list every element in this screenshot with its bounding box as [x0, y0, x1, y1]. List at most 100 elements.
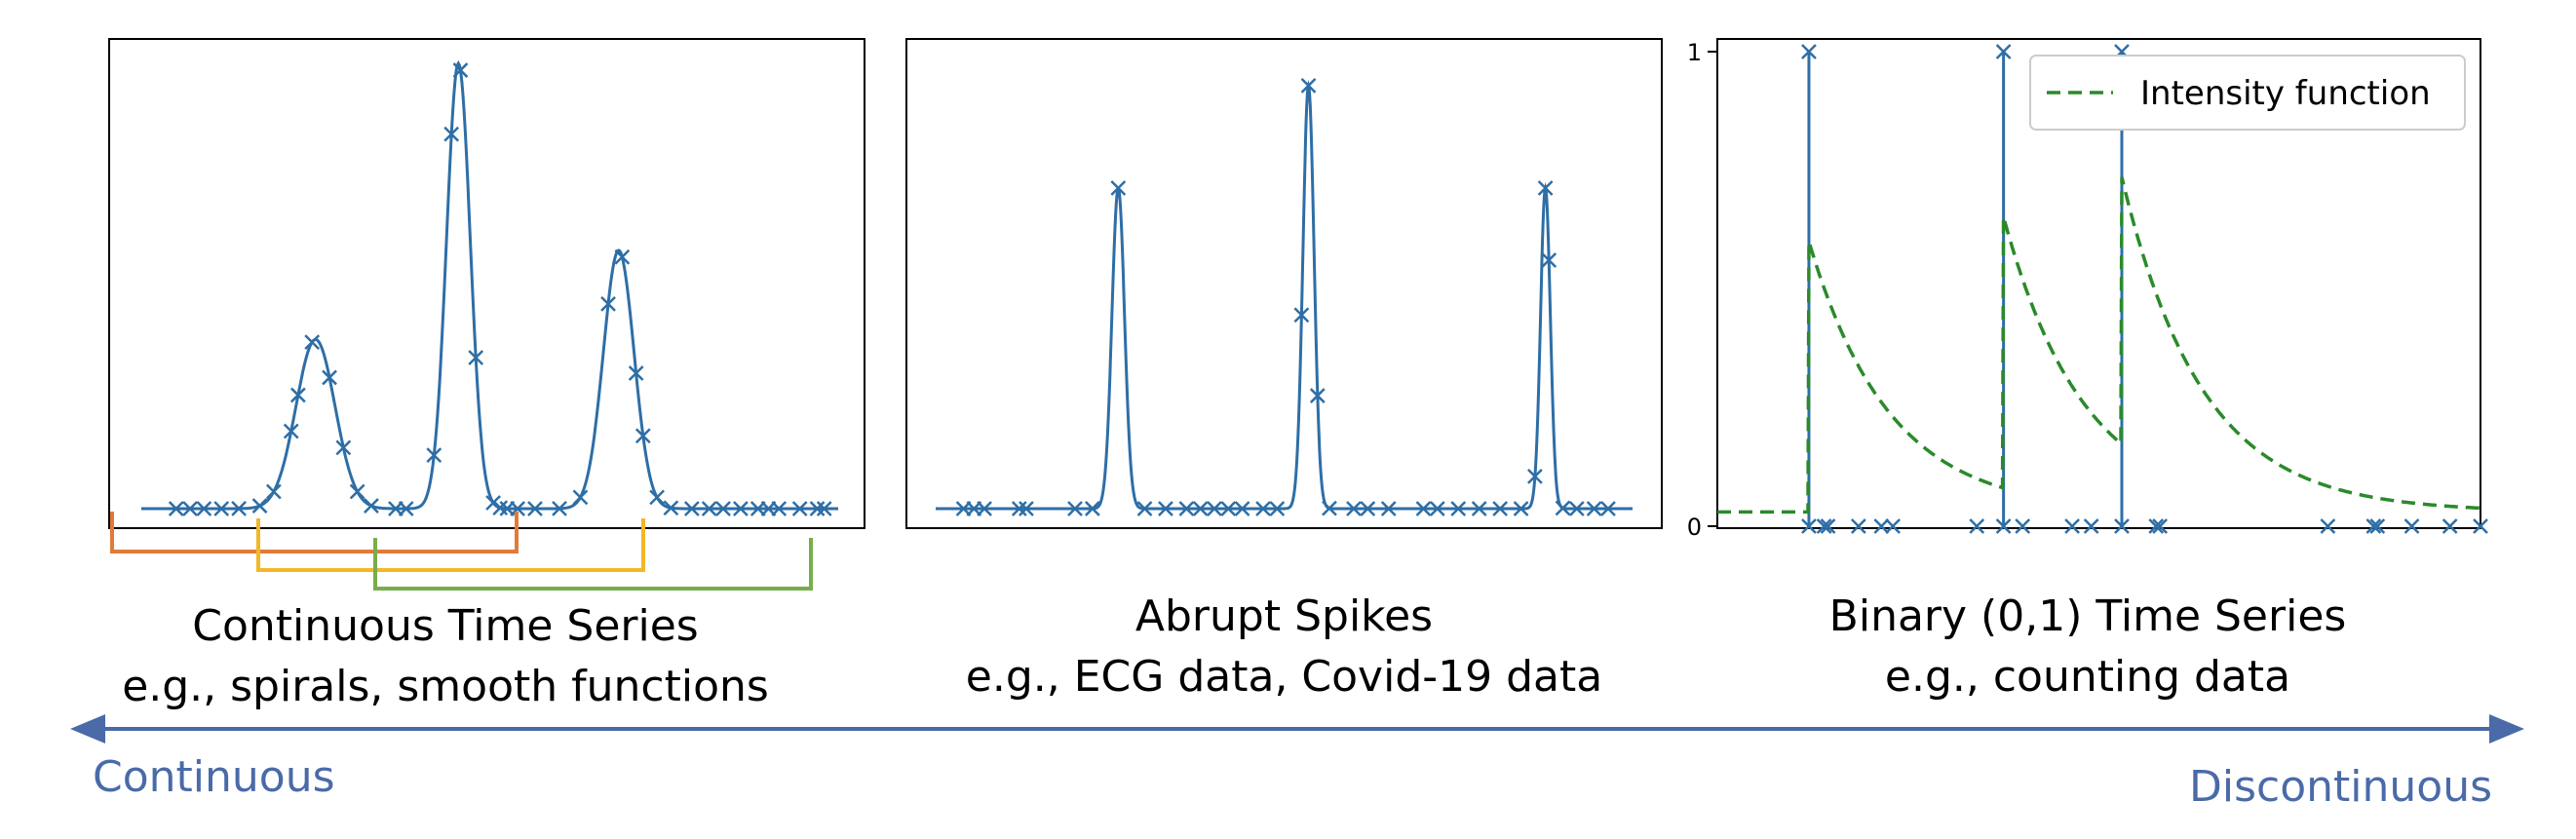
intensity-function-line [1717, 176, 2480, 515]
caption-subtitle: e.g., counting data [1884, 652, 2291, 702]
sample-markers [955, 77, 1616, 516]
sample-marker-11 [335, 439, 352, 456]
sample-marker-5 [251, 498, 268, 514]
sample-marker-2 [196, 501, 212, 516]
panel-frame [1716, 38, 2481, 529]
legend: Intensity function [2029, 55, 2466, 131]
caption-subtitle: e.g., spirals, smooth functions [122, 662, 769, 711]
sample-marker-6 [1084, 501, 1100, 516]
sample-marker-24 [527, 501, 543, 516]
sample-marker-24 [1415, 501, 1432, 516]
panel-frame [108, 38, 865, 529]
zero-marker-11 [2114, 518, 2130, 534]
sample-marker-7 [283, 423, 299, 439]
sample-marker-18 [1300, 77, 1317, 94]
axis-label-discontinuous: Discontinuous [2189, 762, 2493, 812]
sample-marker-10 [1178, 501, 1195, 516]
sample-marker-36 [733, 501, 749, 516]
sample-marker-26 [572, 489, 589, 506]
zero-marker-7 [1995, 518, 2012, 534]
sample-marker-20 [485, 495, 501, 511]
sample-marker-9 [1158, 501, 1173, 516]
zero-markers [1801, 518, 2488, 534]
sample-marker-19 [468, 350, 484, 365]
zero-marker-9 [2064, 518, 2080, 534]
caption-title: Binary (0,1) Time Series [1828, 591, 2347, 641]
sample-marker-5 [1067, 501, 1083, 516]
legend-label: Intensity function [2140, 74, 2431, 113]
sample-marker-12 [349, 483, 365, 500]
axis-label-continuous: Continuous [93, 752, 335, 802]
sample-marker-30 [634, 428, 651, 444]
sample-marker-18 [452, 62, 469, 78]
sample-marker-26 [1450, 501, 1467, 516]
window-bracket-3 [373, 538, 813, 591]
sample-marker-34 [1568, 501, 1585, 516]
continuous-series-panel [108, 38, 865, 529]
sample-marker-13 [364, 498, 379, 514]
continuity-axis-arrow [70, 714, 2524, 744]
sample-marker-27 [1471, 501, 1487, 516]
caption-title: Abrupt Spikes [1134, 591, 1434, 641]
zero-marker-15 [2365, 518, 2382, 534]
sample-marker-3 [1011, 501, 1027, 516]
zero-marker-16 [2369, 518, 2386, 534]
arrow-head-right [2489, 714, 2524, 744]
caption-spikes: Abrupt Spikes e.g., ECG data, Covid-19 d… [906, 587, 1662, 707]
event-marker-0 [1801, 44, 1817, 59]
sample-marker-25 [1429, 501, 1445, 516]
binary-series-panel: 1 0 Intensity function [1687, 38, 2488, 541]
sample-marker-4 [1019, 501, 1034, 516]
sample-marker-16 [1269, 501, 1286, 516]
y-tick-label-1: 1 [1687, 39, 1702, 66]
sample-marker-27 [600, 296, 616, 312]
sample-marker-32 [1541, 252, 1557, 268]
zero-marker-0 [1801, 518, 1817, 534]
sample-marker-22 [1360, 501, 1376, 516]
sample-marker-8 [289, 387, 306, 403]
legend-box [2029, 55, 2466, 131]
sample-marker-33 [683, 501, 700, 516]
zero-marker-17 [2403, 518, 2420, 534]
zero-marker-1 [1816, 518, 1832, 534]
sample-marker-13 [1220, 501, 1237, 516]
window-bracket-1 [110, 512, 519, 553]
zero-marker-14 [2320, 518, 2336, 534]
sample-marker-4 [231, 501, 247, 516]
sample-marker-28 [614, 248, 631, 265]
sample-marker-17 [443, 126, 460, 142]
sample-marker-16 [426, 447, 442, 463]
zero-marker-4 [1873, 518, 1890, 534]
sample-marker-23 [1380, 501, 1397, 516]
zero-marker-12 [2148, 518, 2165, 534]
sliding-window-brackets [110, 512, 813, 591]
zero-marker-3 [1850, 518, 1866, 534]
sample-marker-32 [663, 500, 679, 516]
sample-marker-36 [1600, 501, 1616, 516]
zero-marker-19 [2473, 518, 2488, 534]
caption-title: Continuous Time Series [192, 601, 699, 651]
sample-marker-39 [771, 501, 788, 516]
sample-markers [168, 62, 832, 516]
zero-marker-6 [1969, 518, 1985, 534]
sample-marker-21 [1346, 501, 1362, 516]
sample-marker-42 [816, 501, 832, 516]
arrow-head-left [70, 714, 105, 744]
caption-binary: Binary (0,1) Time Series e.g., counting … [1717, 587, 2458, 707]
sample-marker-30 [1527, 468, 1543, 484]
sample-marker-34 [701, 501, 717, 516]
sample-marker-10 [322, 369, 337, 386]
sample-marker-35 [715, 501, 731, 516]
zero-marker-8 [2015, 518, 2031, 534]
sample-marker-8 [1136, 501, 1153, 516]
sample-marker-20 [1322, 500, 1337, 516]
window-bracket-2 [256, 518, 645, 572]
sample-marker-19 [1309, 388, 1326, 403]
sample-marker-14 [1234, 501, 1250, 516]
sample-marker-7 [1110, 180, 1127, 196]
sample-marker-31 [1537, 180, 1554, 196]
sample-marker-9 [304, 334, 321, 350]
abrupt-spikes-panel [905, 38, 1663, 529]
sample-marker-41 [809, 501, 826, 516]
